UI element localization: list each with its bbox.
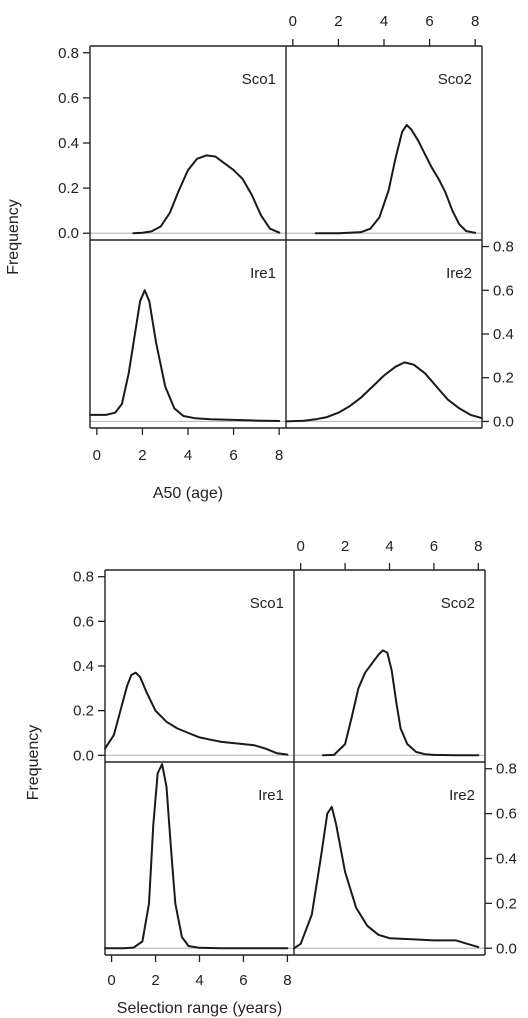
x-tick-label-bottom: 0 <box>107 972 115 989</box>
y-axis-label: Frequency <box>25 725 42 801</box>
x-tick-label-top: 4 <box>385 538 393 555</box>
x-tick-label-bottom: 2 <box>151 972 159 989</box>
y-tick-label-left: 0.6 <box>73 613 94 630</box>
panel-label-ire1: Ire1 <box>250 265 276 282</box>
panel-label-sco1: Sco1 <box>242 71 276 88</box>
x-axis-label: A50 (age) <box>153 485 223 502</box>
x-tick-label-bottom: 2 <box>138 447 146 464</box>
x-tick-label-top: 0 <box>296 538 304 555</box>
density-curve-ire2 <box>293 805 480 950</box>
y-tick-label-right: 0.2 <box>496 895 517 912</box>
x-tick-label-bottom: 8 <box>275 447 283 464</box>
y-tick-label-right: 0.0 <box>493 413 514 430</box>
panel-label-ire2: Ire2 <box>446 265 472 282</box>
x-tick-label-top: 2 <box>334 13 342 30</box>
x-tick-label-top: 4 <box>380 13 388 30</box>
density-curve-ire1 <box>104 763 289 950</box>
y-axis-label: Frequency <box>5 199 22 275</box>
density-curve-sco1 <box>104 671 289 756</box>
panel-label-sco1: Sco1 <box>250 595 284 612</box>
density-curve-sco1 <box>132 154 281 235</box>
x-tick-label-top: 0 <box>289 13 297 30</box>
x-tick-label-bottom: 6 <box>229 447 237 464</box>
x-axis-label: Selection range (years) <box>117 1000 282 1017</box>
x-tick-label-bottom: 0 <box>93 447 101 464</box>
y-tick-label-left: 0.6 <box>58 90 79 107</box>
panel-label-sco2: Sco2 <box>438 71 472 88</box>
x-tick-label-top: 6 <box>430 538 438 555</box>
y-tick-label-right: 0.4 <box>496 851 517 868</box>
y-tick-label-right: 0.2 <box>493 370 514 387</box>
panel-label-sco2: Sco2 <box>441 595 475 612</box>
y-tick-label-right: 0.8 <box>493 239 514 256</box>
x-tick-label-bottom: 8 <box>283 972 291 989</box>
y-tick-label-right: 0.6 <box>496 806 517 823</box>
x-tick-label-top: 2 <box>341 538 349 555</box>
x-tick-label-bottom: 6 <box>239 972 247 989</box>
x-tick-label-top: 8 <box>474 538 482 555</box>
y-tick-label-right: 0.8 <box>496 761 517 778</box>
x-tick-label-bottom: 4 <box>195 972 203 989</box>
y-tick-label-left: 0.0 <box>73 747 94 764</box>
y-tick-label-right: 0.6 <box>493 282 514 299</box>
y-tick-label-left: 0.2 <box>58 180 79 197</box>
y-tick-label-left: 0.4 <box>58 135 79 152</box>
y-tick-label-left: 0.4 <box>73 658 94 675</box>
panel-label-ire2: Ire2 <box>449 787 475 804</box>
y-tick-label-right: 0.4 <box>493 326 514 343</box>
x-tick-label-top: 6 <box>425 13 433 30</box>
selection-range-lattice-chart: Sco1 Sco2 Ire1 Ire2 0 2 4 6 8 0 2 4 6 8 0.0 0.2 0.4 0.6 0.… <box>25 538 517 1017</box>
x-tick-label-bottom: 4 <box>184 447 192 464</box>
density-curve-ire1 <box>89 289 281 422</box>
density-curve-sco2 <box>321 649 480 757</box>
y-tick-label-right: 0.0 <box>496 940 517 957</box>
a50-lattice-chart: Sco1 Sco2 Ire1 Ire2 0 2 4 6 8 0 2 4 6 8 0.0 0.2 0.4 0.6 0.… <box>5 13 514 502</box>
panel-label-ire1: Ire1 <box>258 787 284 804</box>
y-tick-label-left: 0.8 <box>73 569 94 586</box>
y-tick-label-left: 0.0 <box>58 225 79 242</box>
y-tick-label-left: 0.8 <box>58 45 79 62</box>
density-curve-sco2 <box>314 124 477 235</box>
x-tick-label-top: 8 <box>471 13 479 30</box>
density-curve-ire2 <box>285 361 483 423</box>
y-tick-label-left: 0.2 <box>73 703 94 720</box>
